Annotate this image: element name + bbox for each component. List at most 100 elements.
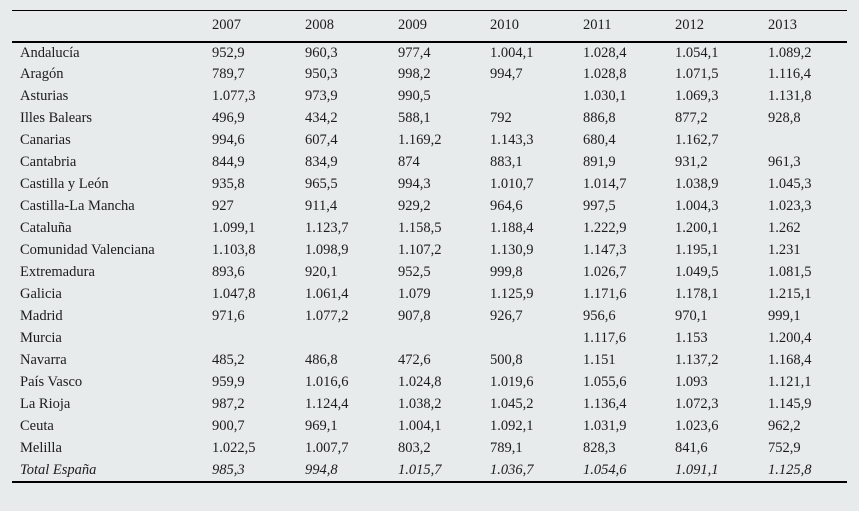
value-cell: 969,1 bbox=[305, 418, 338, 434]
value-cell: 1.047,8 bbox=[212, 286, 256, 302]
value-cell: 500,8 bbox=[490, 352, 523, 368]
region-label-cell: Cantabria bbox=[20, 154, 77, 170]
value-cell: 1.123,7 bbox=[305, 220, 349, 236]
region-label-cell: Ceuta bbox=[20, 418, 54, 434]
value-cell: 994,8 bbox=[305, 461, 338, 478]
value-cell: 970,1 bbox=[675, 308, 708, 324]
value-cell: 935,8 bbox=[212, 176, 245, 192]
value-cell: 1.010,7 bbox=[490, 176, 534, 192]
year-header: 2007 bbox=[212, 10, 305, 43]
value-cell: 994,6 bbox=[212, 132, 245, 148]
value-cell: 1.215,1 bbox=[768, 286, 812, 302]
value-cell: 931,2 bbox=[675, 154, 708, 170]
value-cell: 1.178,1 bbox=[675, 286, 719, 302]
region-label-cell: Extremadura bbox=[20, 264, 95, 280]
value-cell: 1.014,7 bbox=[583, 176, 627, 192]
value-cell: 1.054,6 bbox=[583, 461, 627, 478]
value-cell: 1.153 bbox=[675, 330, 708, 346]
value-cell: 752,9 bbox=[768, 440, 801, 456]
value-cell: 1.131,8 bbox=[768, 88, 812, 104]
value-cell: 486,8 bbox=[305, 352, 338, 368]
table-row: Aragón 789,7 950,3 998,2 994,7 1.028,8 1.071,5… bbox=[12, 64, 847, 86]
value-cell: 1.125,9 bbox=[490, 286, 534, 302]
value-cell bbox=[490, 86, 583, 108]
corner-cell bbox=[12, 10, 212, 43]
value-cell: 1.121,1 bbox=[768, 374, 812, 390]
region-label-cell: País Vasco bbox=[20, 374, 83, 390]
table-row: Murcia 1.117,6 1.153 1.200,4 bbox=[12, 328, 847, 350]
value-cell: 1.200,1 bbox=[675, 220, 719, 236]
value-cell: 961,3 bbox=[768, 154, 801, 170]
value-cell: 886,8 bbox=[583, 110, 616, 126]
value-cell: 1.169,2 bbox=[398, 132, 442, 148]
region-label-cell: Murcia bbox=[20, 330, 62, 346]
value-cell: 874 bbox=[398, 154, 420, 170]
value-cell: 1.151 bbox=[583, 352, 616, 368]
value-cell: 911,4 bbox=[305, 198, 338, 214]
value-cell: 1.007,7 bbox=[305, 440, 349, 456]
value-cell: 1.054,1 bbox=[675, 44, 719, 61]
regions-by-year-table: 2007 2008 2009 2010 2011 2012 2013 Andalucía 95… bbox=[12, 10, 847, 483]
value-cell: 964,6 bbox=[490, 198, 523, 214]
value-cell bbox=[305, 328, 398, 350]
table-row: Canarias 994,6 607,4 1.169,2 1.143,3 680,4 1.1… bbox=[12, 130, 847, 152]
region-label-cell: Cataluña bbox=[20, 220, 72, 236]
region-label-cell: Total España bbox=[20, 461, 97, 478]
year-header: 2011 bbox=[583, 10, 675, 43]
region-label-cell: Castilla-La Mancha bbox=[20, 198, 135, 214]
value-cell: 926,7 bbox=[490, 308, 523, 324]
value-cell: 893,6 bbox=[212, 264, 245, 280]
value-cell: 1.023,6 bbox=[675, 418, 719, 434]
value-cell: 1.045,3 bbox=[768, 176, 812, 192]
value-cell: 994,3 bbox=[398, 176, 431, 192]
value-cell: 680,4 bbox=[583, 132, 616, 148]
value-cell: 841,6 bbox=[675, 440, 708, 456]
value-cell: 1.158,5 bbox=[398, 220, 442, 236]
value-cell: 1.077,3 bbox=[212, 88, 256, 104]
value-cell: 973,9 bbox=[305, 88, 338, 104]
value-cell: 1.145,9 bbox=[768, 396, 812, 412]
value-cell: 1.147,3 bbox=[583, 242, 627, 258]
value-cell: 1.031,9 bbox=[583, 418, 627, 434]
value-cell: 883,1 bbox=[490, 154, 523, 170]
value-cell: 1.091,1 bbox=[675, 461, 719, 478]
value-cell: 1.069,3 bbox=[675, 88, 719, 104]
value-cell: 1.081,5 bbox=[768, 264, 812, 280]
region-label-cell: Melilla bbox=[20, 440, 62, 456]
value-cell: 1.171,6 bbox=[583, 286, 627, 302]
table-row: Ceuta 900,7 969,1 1.004,1 1.092,1 1.031,9 1.02… bbox=[12, 416, 847, 438]
value-cell: 1.049,5 bbox=[675, 264, 719, 280]
value-cell: 950,3 bbox=[305, 66, 338, 82]
value-cell: 1.168,4 bbox=[768, 352, 812, 368]
value-cell: 1.030,1 bbox=[583, 88, 627, 104]
value-cell bbox=[398, 328, 490, 350]
table-row: Cantabria 844,9 834,9 874 883,1 891,9 931,2 961… bbox=[12, 152, 847, 174]
value-cell: 929,2 bbox=[398, 198, 431, 214]
value-cell: 999,8 bbox=[490, 264, 523, 280]
value-cell: 803,2 bbox=[398, 440, 431, 456]
value-cell: 828,3 bbox=[583, 440, 616, 456]
table-frame: 2007 2008 2009 2010 2011 2012 2013 Andalucía 95… bbox=[12, 10, 847, 483]
value-cell: 877,2 bbox=[675, 110, 708, 126]
region-label-cell: Madrid bbox=[20, 308, 63, 324]
value-cell: 1.023,3 bbox=[768, 198, 812, 214]
region-label-cell: Comunidad Valenciana bbox=[20, 242, 155, 258]
value-cell: 956,6 bbox=[583, 308, 616, 324]
value-cell: 1.026,7 bbox=[583, 264, 627, 280]
value-cell: 789,7 bbox=[212, 66, 245, 82]
value-cell: 1.137,2 bbox=[675, 352, 719, 368]
value-cell: 1.077,2 bbox=[305, 308, 349, 324]
value-cell: 1.231 bbox=[768, 242, 801, 258]
value-cell: 928,8 bbox=[768, 110, 801, 126]
year-header: 2008 bbox=[305, 10, 398, 43]
table-body: Andalucía 952,9 960,3 977,4 1.004,1 1.028,4 1.… bbox=[12, 42, 847, 482]
value-cell: 1.099,1 bbox=[212, 220, 256, 236]
value-cell: 1.045,2 bbox=[490, 396, 534, 412]
value-cell: 1.061,4 bbox=[305, 286, 349, 302]
value-cell: 1.024,8 bbox=[398, 374, 442, 390]
table-row: Comunidad Valenciana 1.103,8 1.098,9 1.107,… bbox=[12, 240, 847, 262]
table-row: Castilla y León 935,8 965,5 994,3 1.010,7 1.0… bbox=[12, 174, 847, 196]
value-cell: 1.072,3 bbox=[675, 396, 719, 412]
value-cell: 472,6 bbox=[398, 352, 431, 368]
table-row: Galicia 1.047,8 1.061,4 1.079 1.125,9 1.171,6… bbox=[12, 284, 847, 306]
